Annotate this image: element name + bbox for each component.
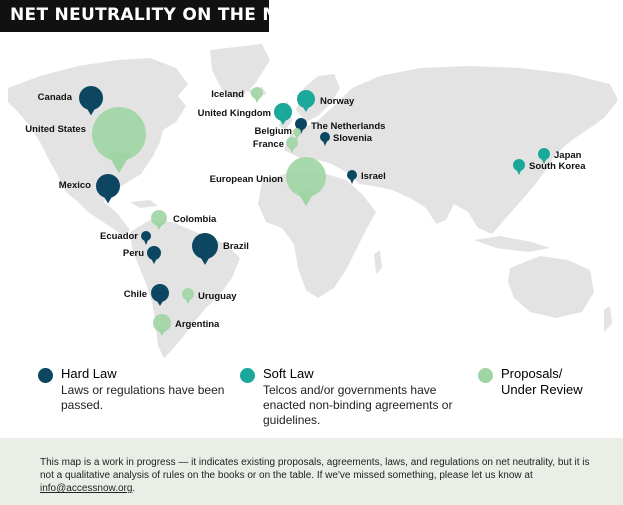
map-title: NET NEUTRALITY ON THE MOVE: [10, 5, 320, 25]
marker-canada: Canada: [38, 86, 103, 116]
marker-label: Peru: [123, 248, 144, 259]
marker-uruguay: Uruguay: [182, 288, 237, 304]
marker-israel: Israel: [347, 170, 386, 184]
marker-european-union: European Union: [210, 157, 326, 206]
marker-belgium: Belgium: [255, 126, 301, 140]
marker-chile: Chile: [124, 284, 169, 307]
marker-label: South Korea: [529, 161, 586, 172]
marker-label: Canada: [38, 92, 73, 103]
marker-label: United Kingdom: [198, 108, 271, 119]
marker-label: Norway: [320, 96, 355, 107]
marker-label: United States: [25, 124, 86, 135]
marker-pin-tail: [322, 140, 328, 146]
marker-label: Brazil: [223, 241, 249, 252]
marker-circle: [153, 314, 171, 332]
footer-text: This map is a work in progress — it indi…: [40, 457, 590, 481]
marker-label: Chile: [124, 289, 147, 300]
marker-colombia: Colombia: [151, 210, 217, 230]
proposal-swatch: [478, 368, 493, 383]
marker-circle: [92, 107, 146, 161]
marker-brazil: Brazil: [192, 233, 249, 265]
marker-peru: Peru: [123, 246, 161, 264]
greenland-shape: [210, 44, 270, 100]
marker-united-kingdom: United Kingdom: [198, 103, 292, 126]
marker-circle: [297, 90, 315, 108]
marker-pin-tail: [143, 239, 149, 245]
marker-slovenia: Slovenia: [320, 132, 373, 146]
legend-description: Laws or regulations have been passed.: [61, 383, 225, 412]
legend-title: Proposals/ Under Review: [501, 366, 583, 397]
legend-title: Hard Law: [61, 366, 117, 381]
australia-shape: [508, 256, 594, 318]
marker-circle: [513, 159, 525, 171]
country-markers: Canada United States Mexico Colombia Ecuador…: [25, 86, 586, 337]
title-bar: NET NEUTRALITY ON THE MOVE: [0, 0, 319, 32]
marker-circle: [79, 86, 103, 110]
marker-united-states: United States: [25, 107, 146, 174]
marker-label: Japan: [554, 150, 582, 161]
marker-argentina: Argentina: [153, 314, 220, 337]
marker-norway: Norway: [297, 90, 355, 113]
marker-mexico: Mexico: [59, 174, 120, 204]
marker-circle: [192, 233, 218, 259]
legend-description: Telcos and/or governments have enacted n…: [263, 383, 453, 427]
marker-label: Colombia: [173, 214, 217, 225]
marker-label: The Netherlands: [311, 121, 385, 132]
world-map: Canada United States Mexico Colombia Ecuador…: [8, 44, 618, 358]
marker-france: France: [253, 137, 298, 153]
marker-iceland: Iceland: [211, 87, 263, 103]
footer: This map is a work in progress — it indi…: [0, 438, 623, 505]
marker-pin-tail: [349, 178, 355, 184]
marker-label: Mexico: [59, 180, 91, 191]
marker-label: France: [253, 139, 284, 150]
marker-circle: [538, 148, 550, 160]
marker-label: Belgium: [255, 126, 292, 137]
marker-circle: [182, 288, 194, 300]
marker-label: Ecuador: [100, 231, 138, 242]
contact-email-link[interactable]: info@accessnow.org: [40, 483, 133, 494]
soft-law-swatch: [240, 368, 255, 383]
marker-circle: [347, 170, 357, 180]
legend-title: Soft Law: [263, 366, 314, 381]
marker-circle: [295, 118, 307, 130]
marker-label: Slovenia: [333, 133, 373, 144]
marker-label: Israel: [361, 171, 386, 182]
marker-circle: [274, 103, 292, 121]
cuba-shape: [130, 200, 158, 208]
marker-label: Uruguay: [198, 291, 237, 302]
eurasia-shape: [284, 66, 618, 234]
marker-circle: [141, 231, 151, 241]
footer-end: .: [132, 483, 136, 494]
marker-circle: [151, 210, 167, 226]
marker-circle: [96, 174, 120, 198]
marker-pin-tail: [295, 134, 299, 140]
marker-south-korea: South Korea: [513, 159, 586, 175]
new-zealand-shape: [604, 306, 612, 332]
marker-circle: [320, 132, 330, 142]
marker-label: European Union: [210, 174, 284, 185]
marker-label: Iceland: [211, 89, 244, 100]
marker-circle: [147, 246, 161, 260]
marker-circle: [286, 137, 298, 149]
africa-shape: [258, 172, 376, 298]
marker-label: Argentina: [175, 319, 220, 330]
hard-law-swatch: [38, 368, 53, 383]
marker-ecuador: Ecuador: [100, 231, 151, 245]
marker-circle: [286, 157, 326, 197]
footer-note: This map is a work in progress — it indi…: [40, 456, 600, 495]
marker-japan: Japan: [538, 148, 582, 164]
marker-circle: [251, 87, 263, 99]
marker-circle: [151, 284, 169, 302]
marker-circle: [293, 128, 301, 136]
indonesia-shape: [474, 236, 550, 252]
madagascar-shape: [374, 250, 382, 274]
